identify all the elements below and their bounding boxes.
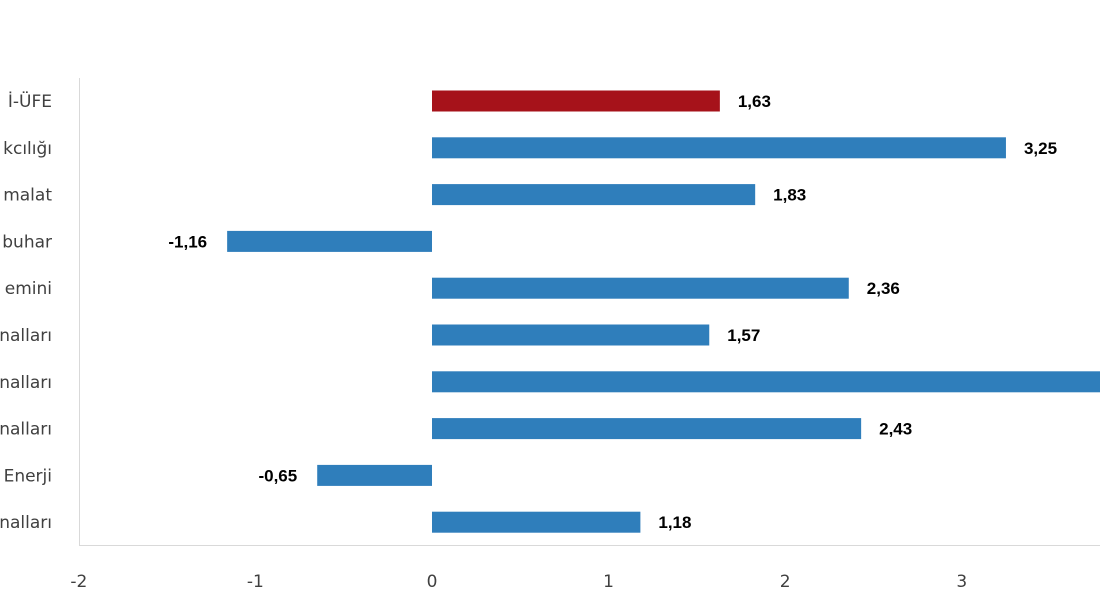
- data-label: 1,83: [773, 186, 806, 205]
- data-label: -1,16: [168, 232, 207, 251]
- x-tick-label: 0: [427, 572, 438, 592]
- category-label: Enerji: [4, 466, 52, 486]
- category-label: nalları: [0, 326, 52, 346]
- data-label: 2,43: [879, 420, 912, 439]
- bar: [432, 277, 849, 299]
- category-label: emini: [5, 279, 52, 299]
- data-label: 1,57: [727, 326, 760, 345]
- bar: [432, 418, 862, 440]
- x-tick-label: -2: [70, 572, 87, 592]
- category-label: buhar: [2, 232, 52, 252]
- data-label: 1,63: [738, 92, 771, 111]
- data-label: 2,36: [867, 279, 900, 298]
- bar: [432, 137, 1006, 159]
- bar: [432, 324, 710, 346]
- data-label: -0,65: [258, 466, 297, 485]
- bar: [432, 90, 720, 112]
- category-label: İ-ÜFE: [8, 90, 52, 112]
- x-tick-label: -1: [247, 572, 264, 592]
- bar: [432, 184, 756, 206]
- bar: [432, 371, 1100, 393]
- bar: [227, 230, 432, 252]
- bar: [432, 511, 641, 533]
- x-tick-label: 2: [780, 572, 791, 592]
- category-label: kcılığı: [3, 139, 52, 159]
- category-label: malat: [3, 186, 52, 206]
- data-label: 3,25: [1024, 139, 1057, 158]
- data-label: 1,18: [658, 513, 691, 532]
- x-tick-label: 1: [603, 572, 614, 592]
- category-label: nalları: [0, 373, 52, 393]
- category-label: nalları: [0, 513, 52, 533]
- category-label: nalları: [0, 420, 52, 440]
- x-tick-label: 3: [956, 572, 967, 592]
- bar: [317, 464, 432, 486]
